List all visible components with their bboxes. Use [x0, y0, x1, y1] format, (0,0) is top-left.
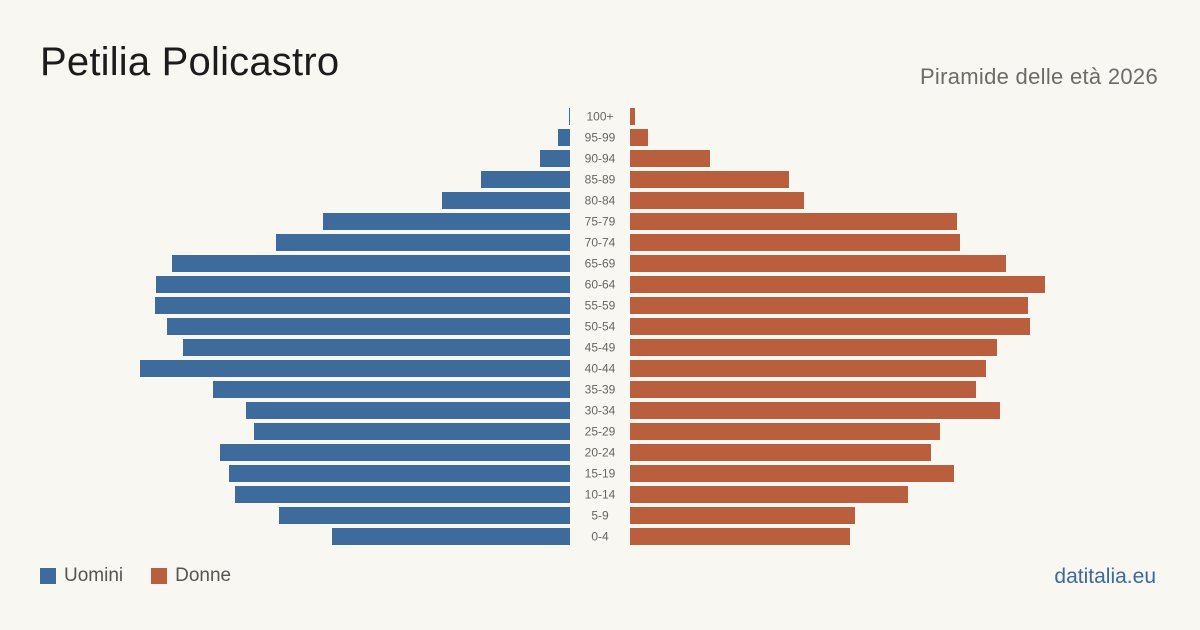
bar-men-55-59 [155, 297, 570, 314]
bar-men-65-69 [172, 255, 570, 272]
age-label: 55-59 [585, 299, 616, 313]
bar-women-15-19 [630, 465, 954, 482]
age-label: 45-49 [585, 341, 616, 355]
bar-men-0-4 [332, 528, 570, 545]
chart-subtitle: Piramide delle età 2026 [919, 64, 1158, 89]
bar-women-40-44 [630, 360, 986, 377]
bar-women-80-84 [630, 192, 804, 209]
bar-women-65-69 [630, 255, 1006, 272]
age-label: 80-84 [585, 194, 616, 208]
age-label: 100+ [586, 110, 613, 124]
bar-men-30-34 [246, 402, 570, 419]
bar-women-20-24 [630, 444, 931, 461]
bar-men-5-9 [279, 507, 570, 524]
bar-men-60-64 [156, 276, 570, 293]
bar-women-30-34 [630, 402, 1000, 419]
bar-men-85-89 [481, 171, 570, 188]
bar-women-85-89 [630, 171, 789, 188]
legend: Uomini Donne [40, 565, 231, 587]
age-label: 65-69 [585, 257, 616, 271]
bar-men-90-94 [540, 150, 570, 167]
bar-men-25-29 [254, 423, 570, 440]
age-label: 35-39 [585, 383, 616, 397]
bar-men-100+ [569, 108, 570, 125]
bar-women-35-39 [630, 381, 976, 398]
bar-women-55-59 [630, 297, 1028, 314]
age-label: 70-74 [585, 236, 616, 250]
bar-men-80-84 [442, 192, 570, 209]
age-label: 75-79 [585, 215, 616, 229]
age-label: 20-24 [585, 446, 616, 460]
bar-men-10-14 [235, 486, 570, 503]
bar-men-20-24 [220, 444, 570, 461]
bar-women-90-94 [630, 150, 710, 167]
bar-men-70-74 [276, 234, 570, 251]
bar-women-75-79 [630, 213, 957, 230]
age-label: 90-94 [585, 152, 616, 166]
legend-swatch-women [151, 568, 168, 584]
legend-item-men: Uomini [40, 565, 123, 587]
age-label: 25-29 [585, 425, 616, 439]
bar-women-100+ [630, 108, 635, 125]
age-label: 30-34 [585, 404, 616, 418]
bar-women-10-14 [630, 486, 908, 503]
bar-women-50-54 [630, 318, 1030, 335]
bar-men-45-49 [183, 339, 570, 356]
bar-women-60-64 [630, 276, 1045, 293]
age-label: 0-4 [591, 530, 609, 544]
bar-women-25-29 [630, 423, 940, 440]
age-label: 60-64 [585, 278, 616, 292]
age-label: 85-89 [585, 173, 616, 187]
legend-label-men: Uomini [64, 565, 124, 586]
age-label: 15-19 [585, 467, 616, 481]
bar-men-15-19 [229, 465, 570, 482]
bar-women-5-9 [630, 507, 855, 524]
bar-women-45-49 [630, 339, 997, 356]
bar-men-75-79 [323, 213, 570, 230]
legend-item-women: Donne [151, 565, 231, 587]
age-label: 95-99 [585, 131, 616, 145]
bar-women-70-74 [630, 234, 960, 251]
brand-link[interactable]: datitalia.eu [1054, 565, 1156, 588]
age-label: 40-44 [585, 362, 616, 376]
bar-men-95-99 [558, 129, 570, 146]
age-label: 10-14 [585, 488, 616, 502]
legend-label-women: Donne [175, 565, 232, 586]
age-label: 50-54 [585, 320, 616, 334]
bar-men-50-54 [167, 318, 570, 335]
bar-women-95-99 [630, 129, 648, 146]
legend-swatch-men [40, 568, 56, 584]
bar-men-40-44 [140, 360, 570, 377]
bar-men-35-39 [213, 381, 570, 398]
bar-women-0-4 [630, 528, 850, 545]
chart-title: Petilia Policastro [40, 40, 340, 84]
age-label: 5-9 [591, 509, 609, 523]
